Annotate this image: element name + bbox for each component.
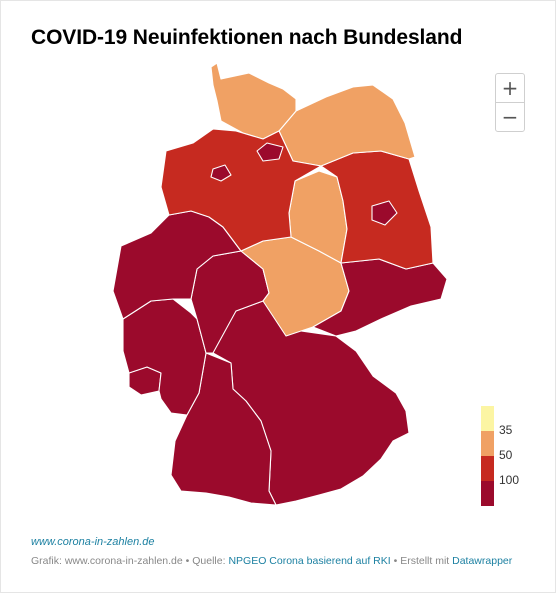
legend-swatch-2 [481, 431, 494, 456]
region-mecklenburg-vorpommern[interactable] [278, 84, 416, 167]
legend-swatch-3 [481, 456, 494, 481]
legend-label-100: 100 [499, 473, 520, 487]
region-bremen[interactable] [210, 164, 232, 182]
region-rheinland-pfalz[interactable] [122, 298, 207, 416]
germany-map[interactable] [1, 56, 556, 526]
zoom-in-button[interactable]: + [501, 76, 519, 100]
region-schleswig-holstein[interactable] [210, 62, 297, 140]
region-hamburg[interactable] [256, 142, 284, 162]
footer-prefix: Grafik: www.corona-in-zahlen.de • Quelle… [31, 555, 229, 567]
footer-middle: • Erstellt mit [390, 555, 453, 567]
footer-source-link[interactable]: NPGEO Corona basierend auf RKI [228, 555, 391, 567]
map-svg [112, 62, 448, 506]
zoom-control: + − [495, 73, 525, 132]
region-baden-wuerttemberg[interactable] [170, 352, 277, 506]
footer-tool-link[interactable]: Datawrapper [452, 555, 513, 567]
legend-label-35: 35 [499, 423, 513, 437]
source-link[interactable]: www.corona-in-zahlen.de [31, 536, 155, 548]
legend-swatch-1 [481, 406, 494, 431]
region-niedersachsen[interactable] [160, 128, 322, 252]
chart-title: COVID-19 Neuinfektionen nach Bundesland [31, 26, 463, 49]
region-berlin[interactable] [371, 200, 398, 226]
legend-label-50: 50 [499, 448, 513, 462]
zoom-out-button[interactable]: − [496, 102, 524, 131]
footer-credits: Grafik: www.corona-in-zahlen.de • Quelle… [31, 555, 512, 567]
legend-swatch-4 [481, 481, 494, 506]
